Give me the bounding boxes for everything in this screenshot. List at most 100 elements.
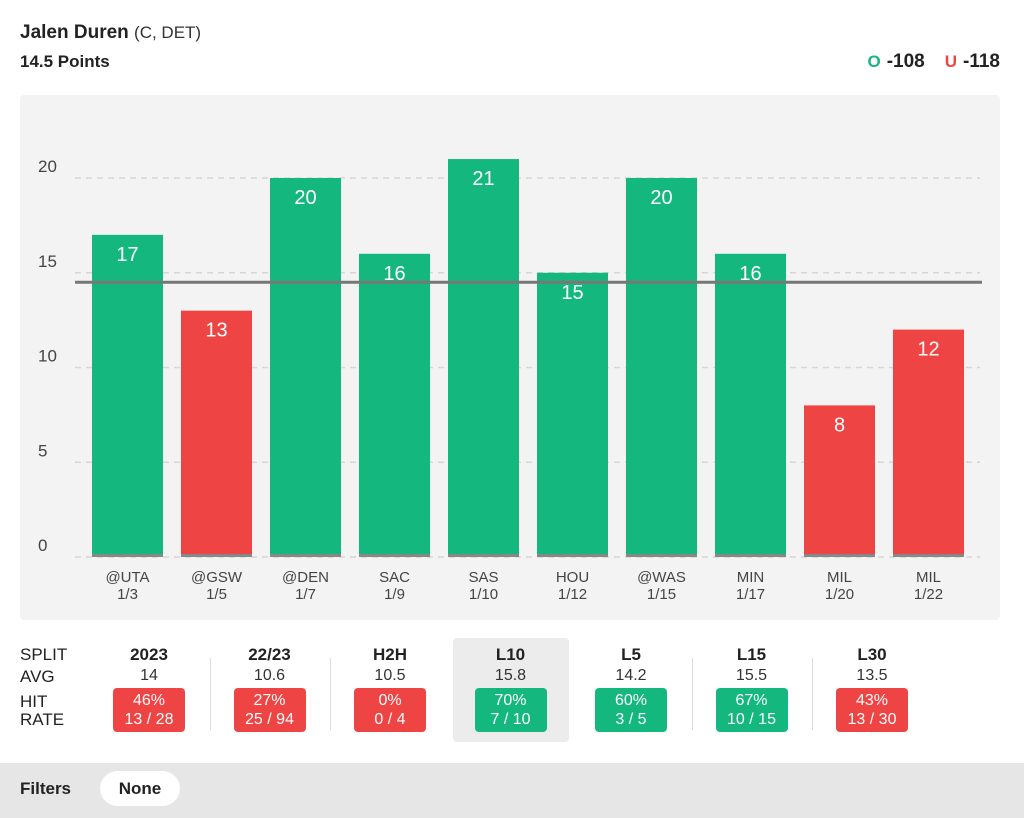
split-column-H2H[interactable]: H2H 10.5 0% 0 / 4 [332,638,448,742]
hit-rate-percent: 0% [378,692,402,709]
split-avg: 15.5 [735,667,768,684]
split-name: 2023 [130,645,168,664]
hit-rate-badge: 60% 3 / 5 [595,688,667,732]
bar-baseline [181,554,252,557]
bar-value-label: 21 [472,168,494,190]
splits-table: SPLIT AVG HIT RATE 2023 14 46% 13 / 28 22/23… [20,638,1010,743]
under-label: U [944,52,958,71]
split-name: 22/23 [248,645,291,664]
under-odds[interactable]: -118 [963,51,1000,72]
hit-rate-percent: 67% [735,692,768,709]
hit-rate-badge: 67% 10 / 15 [715,688,788,732]
x-tick-date: 1/7 [295,586,316,603]
bar[interactable] [92,234,163,557]
split-name: L10 [495,645,526,664]
split-avg: 10.6 [253,667,286,684]
bar-baseline [92,554,163,557]
bar[interactable] [537,272,608,557]
x-tick-opponent: SAS [468,569,498,586]
bar-baseline [893,554,964,557]
avg-row-label: AVG [20,667,55,686]
x-tick-opponent: @DEN [282,569,329,586]
bar[interactable] [448,159,519,558]
bar-value-label: 15 [561,282,583,304]
hit-row-label: HIT [20,692,48,711]
x-tick-opponent: MIN [737,569,765,586]
bar-value-label: 20 [294,187,316,209]
bar[interactable] [181,310,252,557]
prop-header: Jalen Duren (C, DET) 14.5 Points O -108 … [20,20,1000,80]
bar[interactable] [359,253,430,558]
split-row-label: SPLIT [20,645,68,664]
bar-baseline [359,554,430,557]
split-avg: 15.8 [494,667,527,684]
filters-value-button[interactable]: None [100,771,180,806]
player-position-team: (C, DET) [134,23,202,42]
split-name: L5 [621,645,641,664]
y-tick-label: 0 [38,536,47,555]
bar-value-label: 17 [116,244,138,266]
split-divider [209,658,211,730]
hit-rate-ratio: 13 / 30 [847,711,897,728]
bar[interactable] [270,178,341,557]
split-avg: 14.2 [615,667,647,684]
bar-baseline [448,554,519,557]
split-column-L5[interactable]: L5 14.2 60% 3 / 5 [573,638,689,742]
bar[interactable] [626,178,697,557]
x-tick-date: 1/5 [206,586,227,603]
x-tick-date: 1/17 [736,586,765,603]
filters-label: Filters [20,779,72,798]
hit-rate-badge: 0% 0 / 4 [354,688,426,732]
split-column-2223[interactable]: 22/23 10.6 27% 25 / 94 [212,638,328,742]
player-title: Jalen Duren (C, DET) [20,22,201,44]
x-tick-opponent: MIL [827,569,852,586]
split-column-2023[interactable]: 2023 14 46% 13 / 28 [91,638,207,742]
x-tick-date: 1/15 [647,586,676,603]
split-column-L10[interactable]: L10 15.8 70% 7 / 10 [452,638,569,742]
bar-baseline [270,554,341,557]
split-column-L15[interactable]: L15 15.5 67% 10 / 15 [694,638,810,742]
split-avg: 14 [140,667,158,684]
y-tick-label: 10 [38,347,57,366]
odds-display: O -108 U -118 [867,51,1000,73]
x-tick-opponent: @WAS [637,569,686,586]
hit-rate-percent: 27% [253,692,286,709]
bar-baseline [626,554,697,557]
split-column-L30[interactable]: L30 13.5 43% 13 / 30 [814,638,930,742]
split-avg: 10.5 [374,667,406,684]
bar[interactable] [715,253,786,558]
hit-rate-badge: 46% 13 / 28 [113,688,185,732]
bar-value-label: 16 [383,263,405,285]
bar-baseline [537,554,608,557]
split-name: L15 [736,645,767,664]
prop-line: 14.5 Points [20,52,110,71]
bar-value-label: 20 [650,187,672,209]
bar[interactable] [893,329,964,557]
bar-baseline [804,554,875,557]
hit-rate-badge: 43% 13 / 30 [836,688,908,732]
x-tick-opponent: MIL [916,569,941,586]
hit-rate-ratio: 7 / 10 [490,711,531,728]
split-name: L30 [857,645,887,664]
game-log-chart: 0 5 10 15 20 17 @UTA 1/3 13 @GSW 1/5 20 @DEN 1/7 16 SAC… [20,95,1000,620]
x-tick-date: 1/12 [558,586,587,603]
hit-rate-percent: 46% [132,692,166,709]
x-tick-opponent: @GSW [191,569,243,586]
y-tick-label: 5 [38,441,47,460]
bar-value-label: 8 [834,414,845,436]
hit-rate-ratio: 13 / 28 [124,711,174,728]
over-odds[interactable]: -108 [886,51,925,72]
x-tick-date: 1/22 [914,586,943,603]
split-divider [812,658,813,730]
hit-rate-percent: 43% [855,692,889,709]
x-tick-opponent: HOU [556,569,589,586]
filters-bar: Filters None [0,763,1024,818]
bar-value-label: 16 [739,263,761,285]
bar[interactable] [804,405,875,557]
hit-rate-ratio: 0 / 4 [374,711,406,728]
x-tick-opponent: @UTA [105,569,149,586]
hit-rate-badge: 70% 7 / 10 [474,688,547,732]
bar-value-label: 12 [917,339,939,361]
y-tick-label: 15 [38,252,57,271]
